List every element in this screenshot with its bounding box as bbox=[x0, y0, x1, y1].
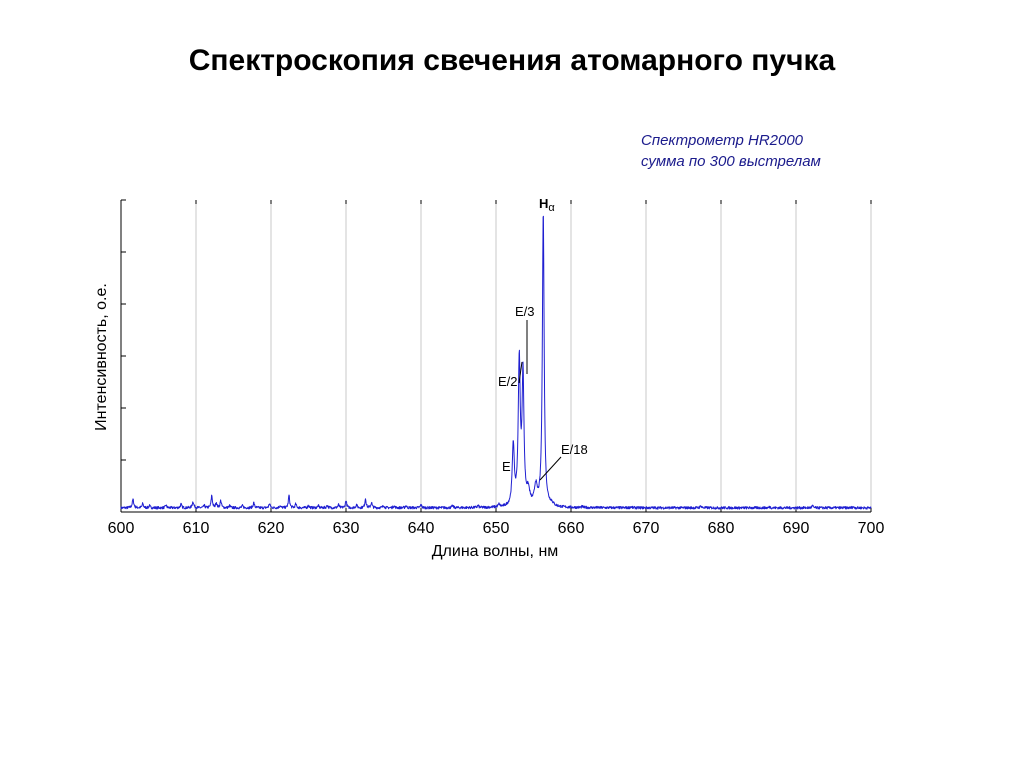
grid-lines bbox=[195, 200, 872, 512]
x-tick-label-660: 660 bbox=[558, 520, 585, 537]
annotation-label-e: E bbox=[502, 459, 511, 474]
spectrum-line bbox=[120, 215, 872, 510]
slide-title: Спектроскопия свечения атомарного пучка bbox=[188, 44, 836, 77]
spectrometer-note: Спектрометр HR2000 сумма по 300 выстрела… bbox=[641, 130, 821, 172]
x-tick-label-600: 600 bbox=[108, 520, 135, 537]
y-axis-label: Интенсивность, о.е. bbox=[93, 283, 110, 431]
x-tick-label-690: 690 bbox=[783, 520, 810, 537]
x-tick-label-680: 680 bbox=[708, 520, 735, 537]
annotation-label-e18: E/18 bbox=[561, 442, 588, 457]
annotation-leader-e18 bbox=[539, 456, 562, 481]
x-tick-label-640: 640 bbox=[408, 520, 435, 537]
annotation-label-halpha: Hα bbox=[539, 196, 555, 214]
annotation-label-e2: E/2 bbox=[498, 374, 518, 389]
x-tick-label-630: 630 bbox=[333, 520, 360, 537]
axes: 600 610 620 630 640 650 660 670 680 690 700 bbox=[108, 199, 885, 537]
annotation-leader-e2 bbox=[518, 361, 523, 384]
x-tick-label-650: 650 bbox=[483, 520, 510, 537]
x-tick-label-700: 700 bbox=[858, 520, 885, 537]
x-axis-label: Длина волны, нм bbox=[432, 543, 559, 560]
peak-annotations: Hα E/3 E/2 E/18 E bbox=[498, 196, 588, 481]
x-tick-label-670: 670 bbox=[633, 520, 660, 537]
x-tick-label-610: 610 bbox=[183, 520, 210, 537]
note-line-shots: сумма по 300 выстрелам bbox=[641, 153, 821, 170]
annotation-label-e3: E/3 bbox=[515, 304, 535, 319]
note-line-spectrometer: Спектрометр HR2000 bbox=[641, 132, 804, 149]
x-tick-label-620: 620 bbox=[258, 520, 285, 537]
